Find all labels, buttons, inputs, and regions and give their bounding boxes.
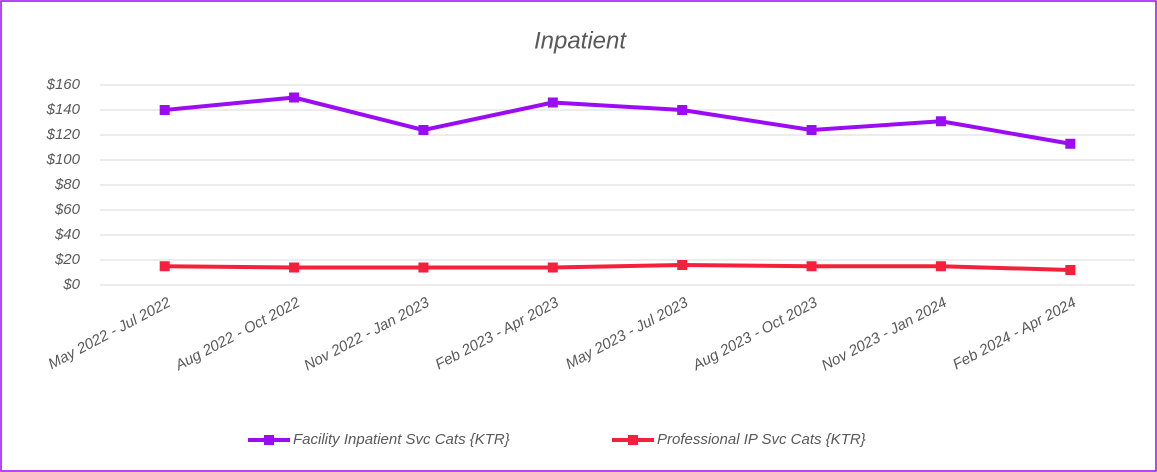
point-marker	[289, 262, 300, 273]
point-marker	[289, 92, 300, 103]
point-marker	[1065, 265, 1076, 275]
y-tick-label: $140	[46, 101, 81, 118]
point-marker	[418, 262, 429, 273]
legend-marker	[628, 435, 638, 445]
y-tick-label: $160	[46, 76, 81, 93]
y-tick-label: $120	[46, 126, 81, 143]
series-line	[164, 95, 1071, 146]
point-marker	[677, 105, 688, 115]
y-tick-label: $0	[62, 276, 80, 293]
point-marker	[935, 116, 946, 127]
y-tick-label: $80	[54, 176, 81, 193]
point-marker	[418, 125, 429, 135]
legend-marker	[264, 435, 274, 445]
chart-title: Inpatient	[534, 27, 627, 54]
point-marker	[159, 105, 170, 115]
y-tick-label: $60	[54, 201, 81, 218]
point-marker	[1065, 138, 1076, 149]
y-tick-label: $20	[54, 251, 81, 268]
point-marker	[547, 97, 558, 108]
series-line	[164, 263, 1071, 272]
point-marker	[806, 125, 817, 135]
legend-label: Professional IP Svc Cats {KTR}	[657, 431, 866, 448]
y-tick-label: $100	[46, 151, 81, 168]
point-marker	[935, 261, 946, 272]
y-tick-label: $40	[54, 226, 81, 243]
point-marker	[547, 262, 558, 273]
point-marker	[806, 261, 817, 272]
legend-label: Facility Inpatient Svc Cats {KTR}	[293, 431, 510, 448]
point-marker	[677, 260, 688, 270]
point-marker	[159, 261, 170, 272]
